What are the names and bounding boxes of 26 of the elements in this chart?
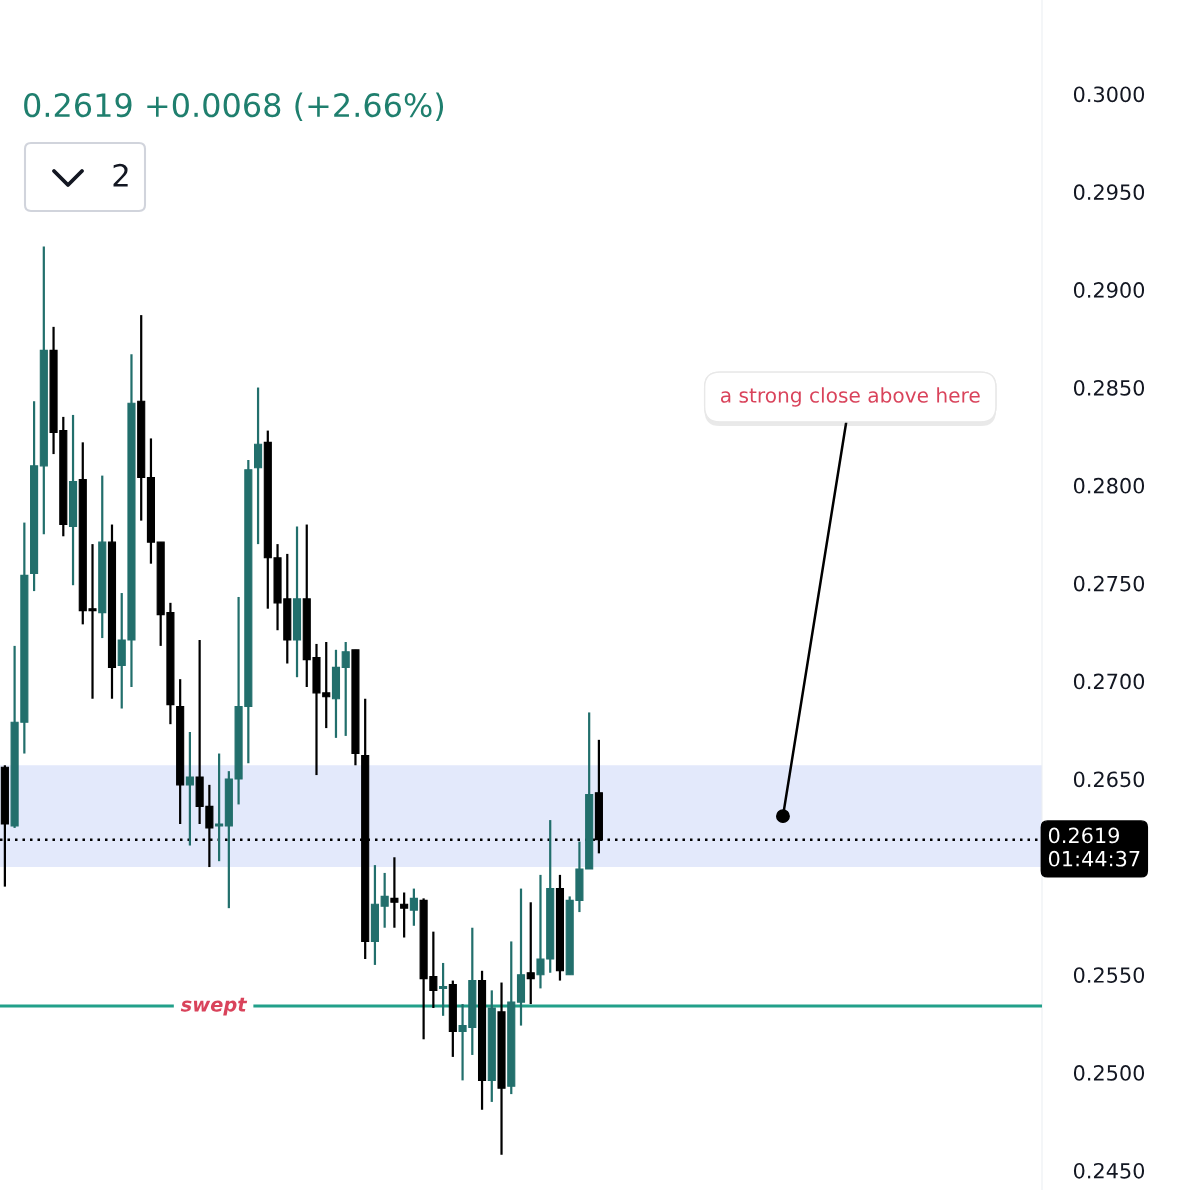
y-tick-label: 0.2700 (1073, 673, 1145, 690)
candlestick (526, 901, 535, 1006)
candlestick (185, 730, 194, 847)
annotation: a strong close above here (720, 387, 980, 407)
y-tick-label: 0.2850 (1073, 379, 1145, 396)
y-tick-label: 0.2650 (1073, 771, 1145, 788)
candlestick (215, 752, 224, 863)
ref-line-label: 0.2619 01:44:37 (1048, 827, 1140, 867)
y-tick-label: 0.2950 (1073, 184, 1145, 201)
y-tick-label: 0.3000 (1073, 86, 1145, 103)
candlestick (400, 891, 409, 939)
y-tick-label: 0.2900 (1073, 282, 1145, 298)
annotation: 2 (113, 163, 128, 187)
y-tick-label: 0.2500 (1073, 1065, 1145, 1081)
y-tick-label: 0.2550 (1073, 967, 1145, 983)
text: 0.2619 +0.0068 (+2.66%) (24, 92, 444, 122)
candlestick (390, 856, 399, 929)
candlestick (341, 640, 350, 738)
candlestick (409, 887, 418, 927)
y-tick-label: 0.2800 (1073, 477, 1145, 494)
candlestick (380, 871, 389, 929)
ref-line-label: swept (180, 997, 248, 1016)
y-tick-label: 0.2750 (1073, 575, 1145, 592)
candlestick (254, 386, 263, 546)
y-tick-label: 0.2450 (1073, 1162, 1145, 1179)
candlestick (439, 961, 448, 1017)
